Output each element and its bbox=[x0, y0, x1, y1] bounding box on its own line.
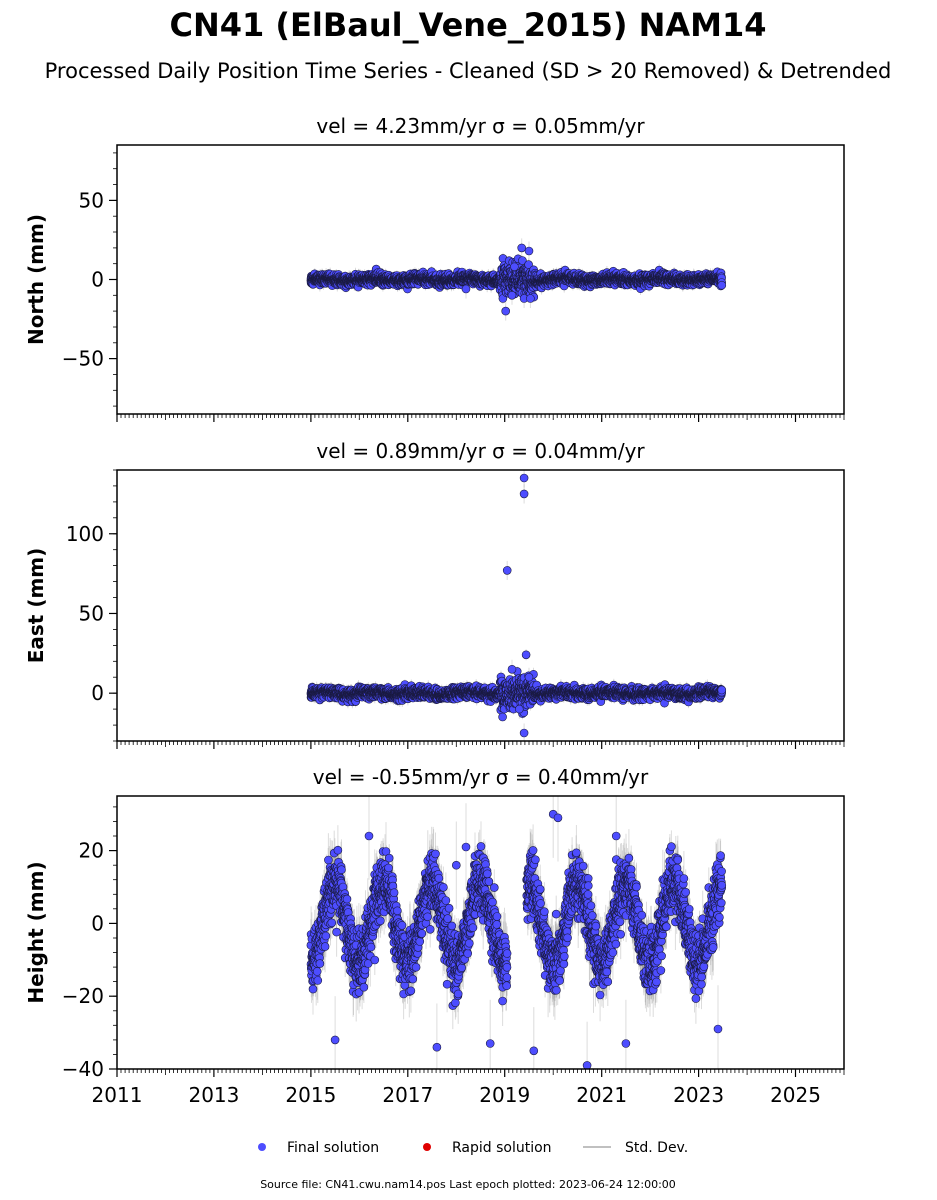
panel-title: vel = 4.23mm/yr σ = 0.05mm/yr bbox=[316, 114, 645, 138]
figure-subtitle: Processed Daily Position Time Series - C… bbox=[45, 59, 892, 83]
plot-area bbox=[306, 238, 727, 321]
y-axis-label: North (mm) bbox=[24, 214, 48, 345]
data-points bbox=[306, 243, 727, 316]
figure-title: CN41 (ElBaul_Vene_2015) NAM14 bbox=[169, 6, 766, 44]
data-point bbox=[518, 256, 527, 265]
